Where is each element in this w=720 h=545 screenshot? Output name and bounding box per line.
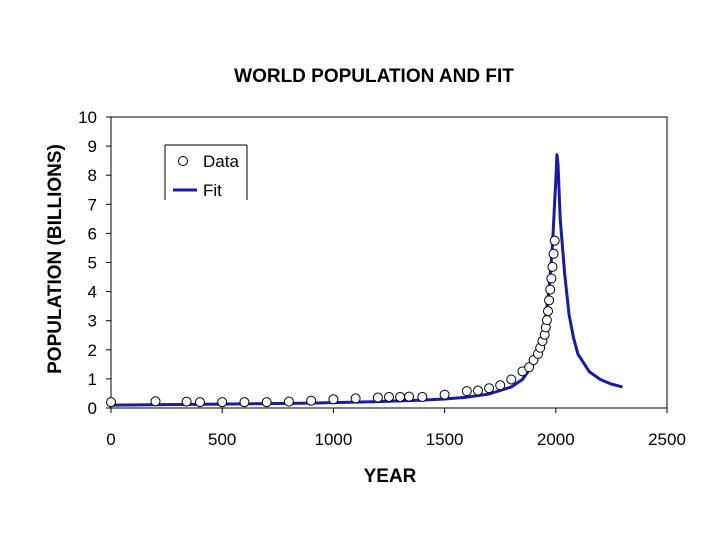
data-point (395, 391, 406, 402)
y-tick-label: 4 (88, 283, 97, 302)
data-point (472, 385, 483, 396)
data-point (239, 397, 250, 408)
data-point (181, 396, 192, 407)
y-tick-label: 7 (88, 195, 97, 214)
legend-label-data: Data (203, 152, 239, 171)
data-point (506, 374, 517, 385)
x-tick-label: 2500 (648, 430, 686, 449)
data-point (328, 394, 339, 405)
legend: Data Fit (164, 144, 248, 200)
data-point (495, 380, 506, 391)
data-point (106, 397, 116, 408)
data-point (417, 391, 428, 402)
legend-label-fit: Fit (203, 181, 222, 200)
y-tick-label: 5 (88, 254, 97, 273)
data-point (545, 284, 556, 295)
y-tick-label: 0 (88, 399, 97, 418)
data-point (384, 391, 394, 402)
legend-marker-data (178, 156, 188, 166)
y-tick-label: 9 (88, 137, 97, 156)
data-point (549, 235, 560, 246)
y-tick-label: 2 (88, 341, 97, 360)
data-point (306, 395, 317, 406)
y-tick-label: 3 (88, 312, 97, 331)
data-point (544, 295, 555, 306)
data-point (283, 396, 294, 407)
data-point (439, 389, 450, 400)
data-point (543, 306, 554, 317)
data-point (217, 397, 228, 408)
x-tick-label: 1000 (314, 430, 352, 449)
data-point (461, 386, 472, 397)
x-tick-label: 500 (208, 430, 236, 449)
data-point (484, 383, 495, 394)
x-tick-label: 1500 (426, 430, 464, 449)
data-point (194, 397, 205, 408)
y-tick-label: 10 (78, 108, 97, 127)
data-point (404, 391, 415, 402)
x-tick-label: 0 (106, 430, 115, 449)
chart-title: WORLD POPULATION AND FIT (234, 66, 514, 87)
data-point (541, 315, 552, 326)
y-axis-label: POPULATION (BILLIONS) (45, 144, 66, 374)
data-point (261, 397, 272, 408)
x-tick-label: 2000 (537, 430, 575, 449)
data-point (548, 248, 559, 259)
data-point (372, 392, 383, 403)
data-point (350, 393, 361, 404)
data-point (524, 362, 535, 373)
data-point (150, 396, 161, 407)
data-point (546, 273, 557, 284)
x-axis-label: YEAR (364, 466, 417, 487)
fit-line (110, 153, 623, 407)
data-point (547, 261, 558, 272)
y-tick-label: 1 (88, 370, 97, 389)
y-tick-label: 6 (88, 224, 97, 243)
y-tick-label: 8 (88, 166, 97, 185)
